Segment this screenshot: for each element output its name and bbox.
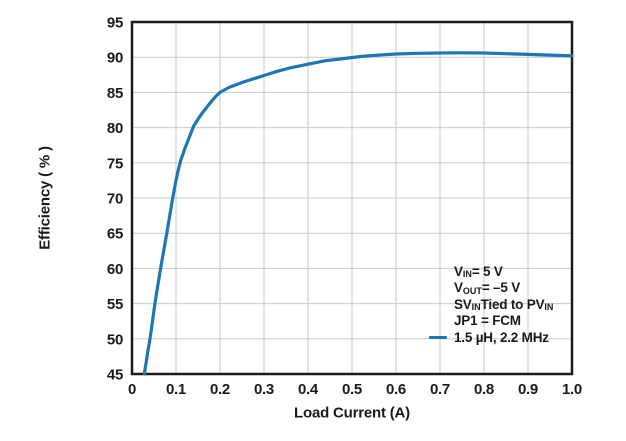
legend-line: SV IN Tied to PV IN: [429, 296, 553, 313]
x-tick-label: 1.0: [562, 381, 582, 398]
x-tick-label: 0.8: [474, 381, 494, 398]
x-tick-label: 0.1: [166, 381, 186, 398]
x-axis-title: Load Current (A): [294, 404, 410, 422]
legend-text: = –5 V: [481, 280, 521, 296]
legend-subscript: IN: [471, 302, 481, 313]
y-tick-label: 60: [107, 261, 123, 278]
y-axis-title: Efficiency ( % ): [36, 146, 54, 250]
x-tick-label: 0.9: [518, 381, 538, 398]
legend-text: JP1 = FCM: [454, 313, 521, 329]
legend-line: JP1 = FCM: [429, 313, 553, 330]
y-tick-label: 55: [107, 296, 123, 313]
x-tick-label: 0.7: [430, 381, 450, 398]
legend-text: Tied to PV: [480, 296, 545, 312]
legend-text: V: [454, 263, 463, 279]
legend-line: 1.5 µH, 2.2 MHz: [429, 329, 553, 346]
y-tick-label: 85: [107, 85, 123, 102]
legend-text: V: [454, 280, 463, 296]
x-tick-label: 0.2: [210, 381, 230, 398]
x-tick-label: 0.3: [254, 381, 274, 398]
y-tick-label: 45: [107, 367, 123, 384]
y-tick-label: 75: [107, 155, 123, 172]
legend-text: = 5 V: [471, 263, 503, 279]
plot-frame: [130, 20, 574, 376]
legend-subscript: IN: [544, 302, 554, 313]
y-tick-label: 90: [107, 50, 123, 67]
legend-text: 1.5 µH, 2.2 MHz: [454, 329, 549, 345]
legend-line-swatch: [429, 335, 447, 339]
legend-subscript: IN: [462, 269, 472, 280]
x-tick-label: 0.4: [298, 381, 319, 398]
legend-line: V OUT = –5 V: [429, 280, 553, 297]
x-tick-label: 0: [128, 381, 136, 398]
x-tick-label: 0.6: [386, 381, 406, 398]
efficiency-curve: [142, 51, 574, 376]
y-tick-label: 70: [107, 191, 123, 208]
y-tick-label: 95: [107, 15, 123, 32]
legend-line: V IN = 5 V: [429, 263, 553, 280]
legend-subscript: OUT: [462, 285, 482, 296]
legend-text: SV: [454, 296, 472, 312]
y-tick-label: 80: [107, 120, 123, 137]
legend: V IN = 5 V V OUT = –5 V SV IN Tied to PV IN JP1…: [429, 263, 553, 346]
y-tick-label: 50: [107, 331, 123, 348]
x-tick-label: 0.5: [342, 381, 362, 398]
y-tick-label: 65: [107, 226, 123, 243]
